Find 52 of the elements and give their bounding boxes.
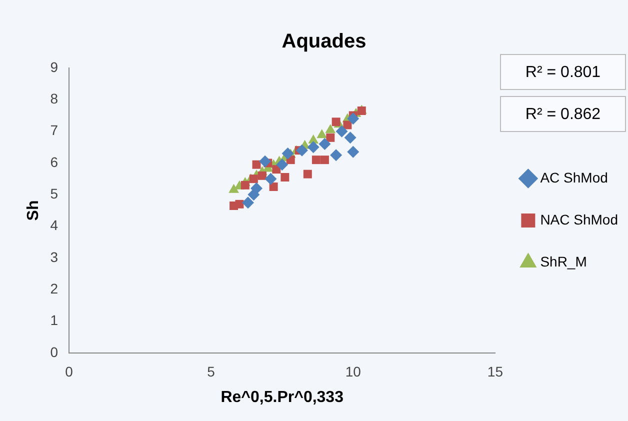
point: [332, 118, 340, 126]
x-tick-label: 5: [207, 363, 216, 380]
point: [330, 149, 342, 162]
point: [250, 182, 263, 194]
point: [259, 155, 272, 168]
point: [326, 133, 335, 142]
point: [276, 158, 288, 171]
legend-label: AC ShMod: [540, 169, 608, 186]
point: [240, 180, 250, 190]
y-tick-label: 1: [50, 312, 58, 328]
point: [307, 141, 320, 154]
text: R² = 0.862: [500, 96, 626, 132]
y-tick-label: 8: [50, 90, 58, 107]
y-tick-label: 7: [50, 122, 58, 138]
chart-title: Aquades: [282, 30, 366, 53]
x-axis-title: Re^0,5.Pr^0,333: [220, 388, 344, 406]
point: [320, 156, 329, 164]
point: [347, 112, 360, 125]
y-tick-label: 3: [50, 248, 58, 265]
y-tick-label: 0: [50, 344, 58, 360]
x-tick-label: 15: [487, 363, 504, 380]
point: [318, 138, 331, 150]
y-tick-label: 4: [50, 217, 58, 234]
point: [344, 132, 356, 144]
point: [235, 200, 244, 208]
point: [282, 148, 294, 160]
point: [325, 124, 336, 134]
x-tick-label: 0: [65, 363, 74, 380]
point: [264, 172, 277, 185]
point: [280, 173, 290, 182]
point: [252, 160, 261, 169]
point: [316, 129, 328, 138]
y-tick-label: 9: [50, 58, 58, 75]
point: [269, 182, 278, 191]
point: [336, 125, 348, 138]
text: R² = 0.801: [500, 54, 626, 90]
y-axis-title: Sh: [25, 200, 42, 221]
point: [303, 170, 312, 178]
y-tick-label: 6: [50, 154, 58, 170]
point: [272, 165, 281, 174]
point: [228, 184, 239, 193]
y-tick-label: 5: [50, 186, 58, 202]
legend-label: ShR_M: [540, 253, 587, 270]
point: [249, 174, 258, 184]
point: [258, 171, 266, 180]
point: [312, 156, 320, 164]
point: [242, 196, 254, 209]
y-tick-label: 2: [50, 280, 58, 297]
x-tick-label: 10: [345, 363, 362, 380]
point: [347, 146, 360, 158]
point: [296, 144, 308, 156]
legend-label: NAC ShMod: [540, 211, 618, 228]
